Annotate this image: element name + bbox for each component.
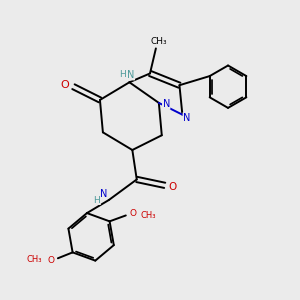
Text: O: O xyxy=(47,256,54,265)
Text: CH₃: CH₃ xyxy=(151,37,167,46)
Text: O: O xyxy=(168,182,176,192)
Text: N: N xyxy=(100,189,107,199)
Text: N: N xyxy=(163,99,170,110)
Text: CH₃: CH₃ xyxy=(27,255,42,264)
Text: CH₃: CH₃ xyxy=(140,211,156,220)
Text: O: O xyxy=(129,209,136,218)
Text: N: N xyxy=(183,112,190,123)
Text: O: O xyxy=(60,80,69,90)
Text: H: H xyxy=(94,196,100,205)
Text: N: N xyxy=(127,70,134,80)
Text: H: H xyxy=(119,70,125,80)
